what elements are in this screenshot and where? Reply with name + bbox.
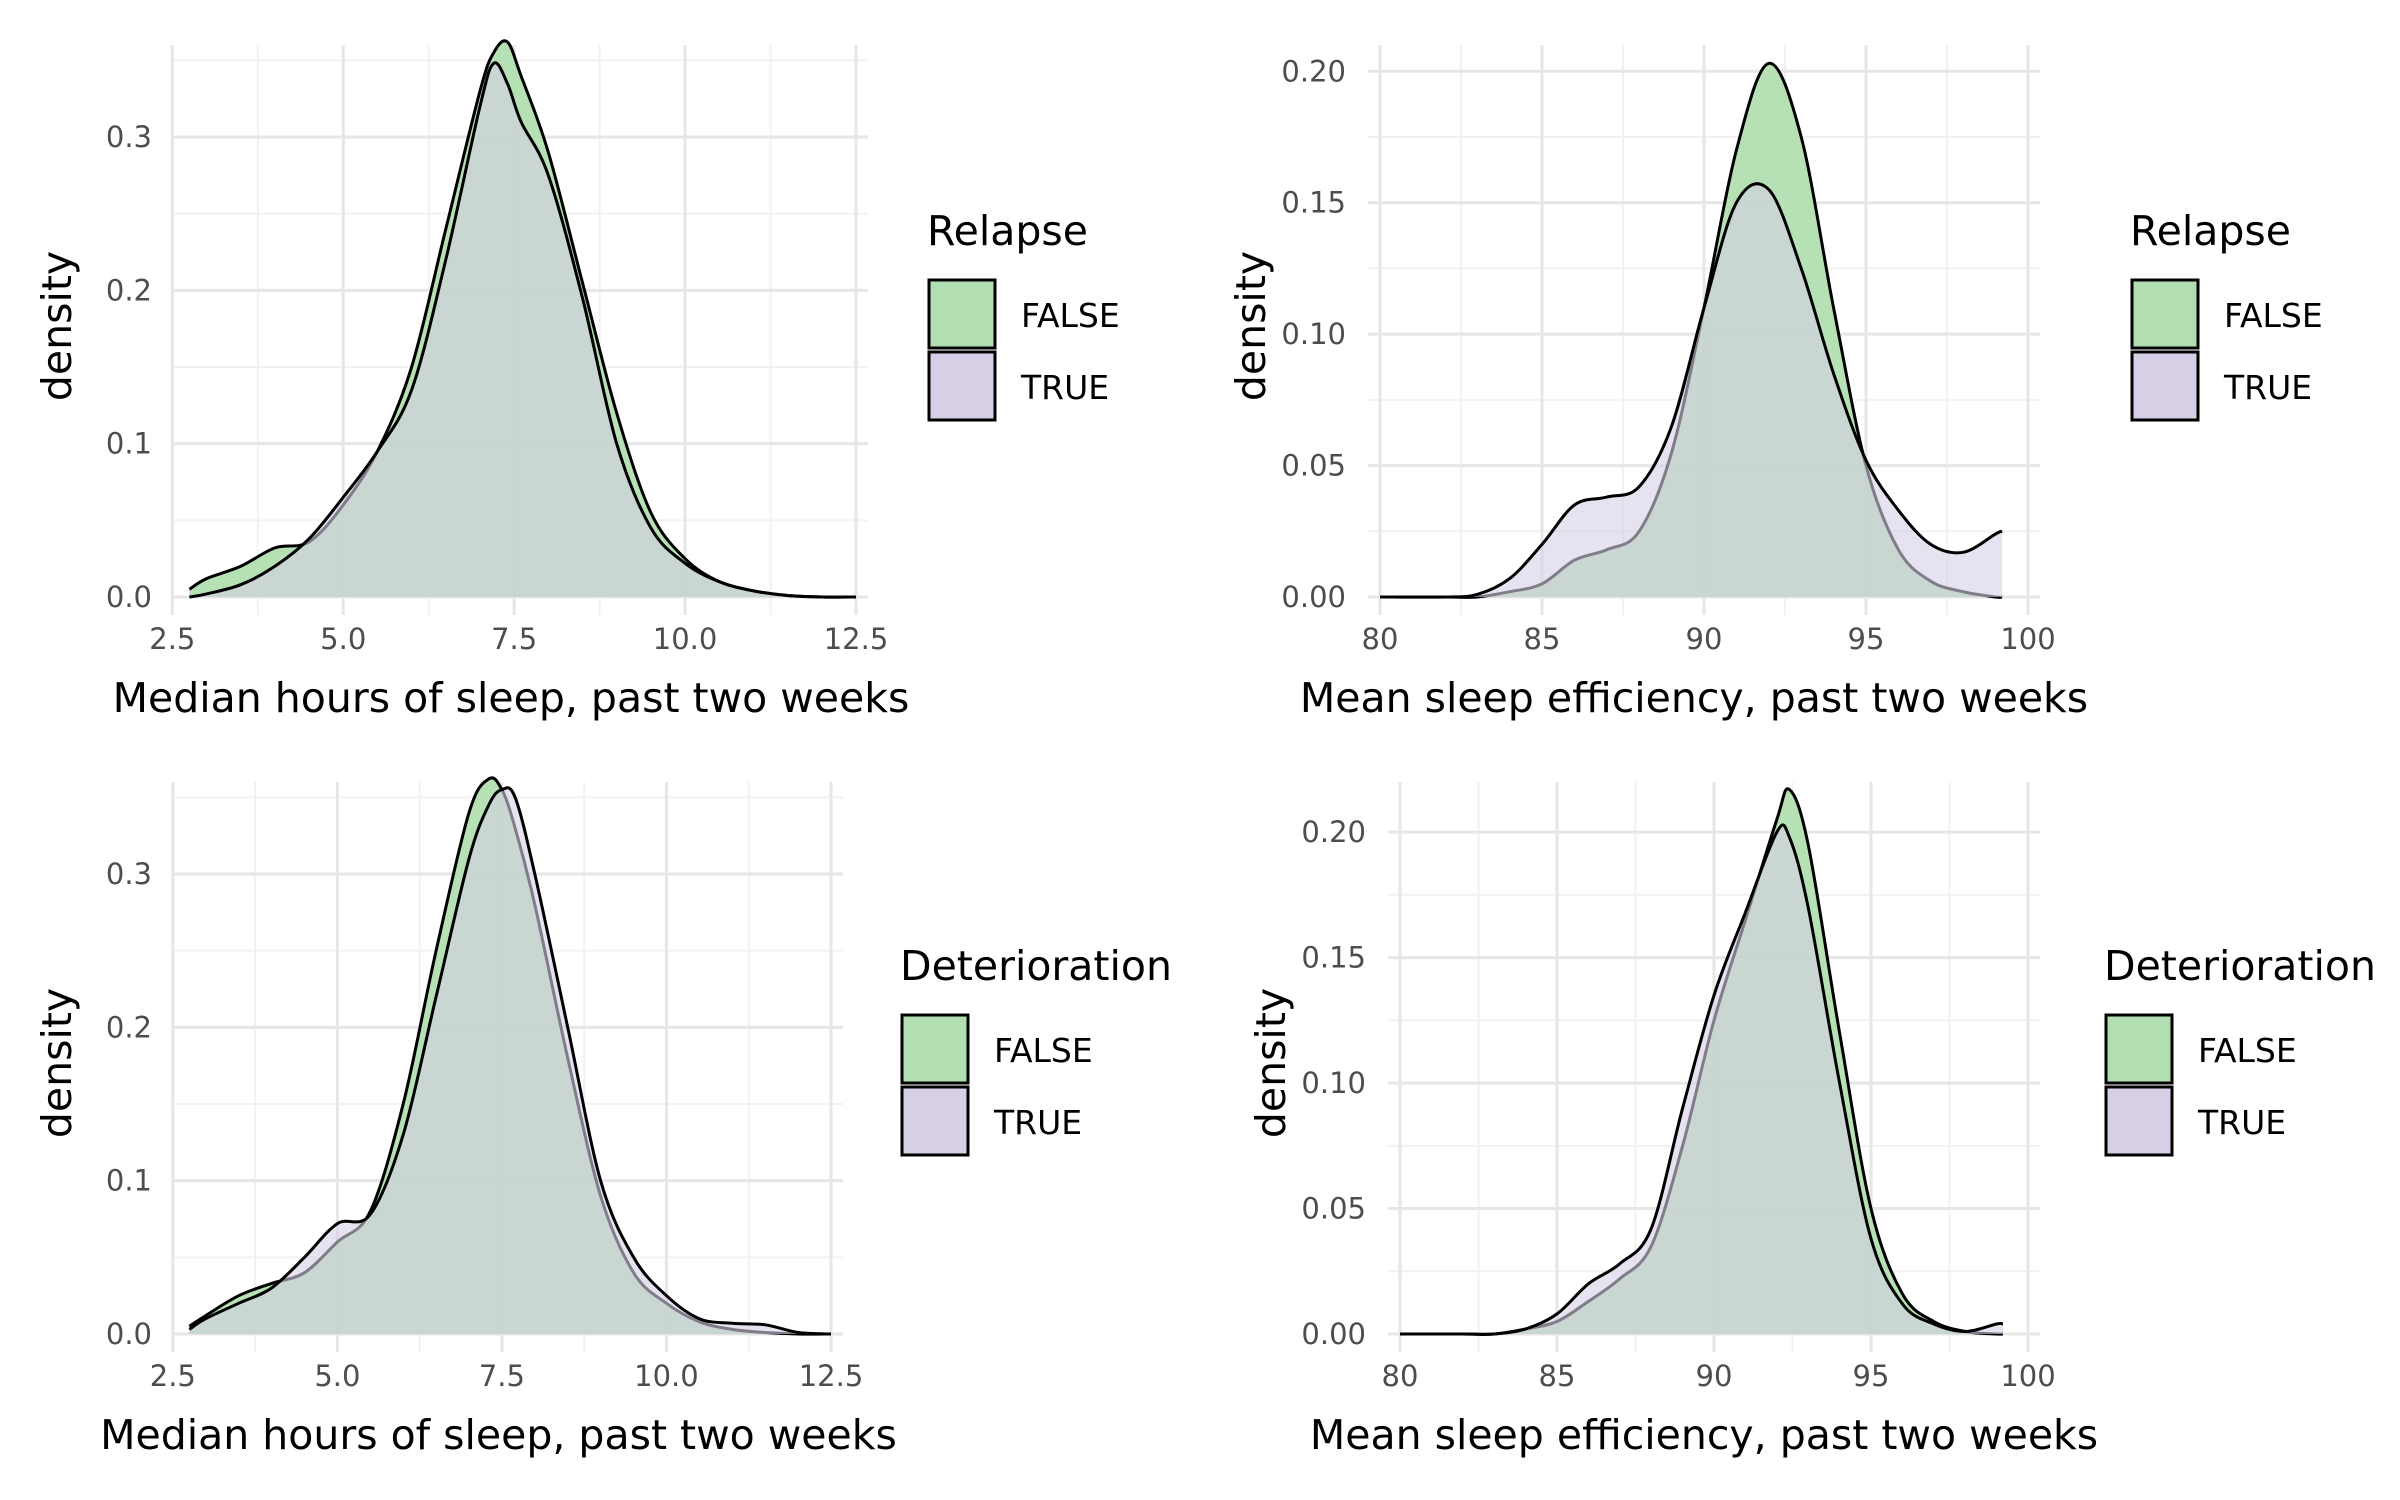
legend-key-true: [2130, 350, 2200, 422]
x-tick-label: 85: [1524, 622, 1561, 656]
x-tick-label: 2.5: [149, 622, 195, 656]
legend: Deterioration FALSE TRUE: [2104, 942, 2376, 1157]
legend-key-false: [2104, 1013, 2174, 1085]
density-area-true: [1380, 183, 2003, 598]
x-tick-label: 12.5: [824, 622, 889, 656]
y-axis-title: density: [1247, 988, 1295, 1138]
y-tick-label: 0.05: [1301, 1192, 1366, 1226]
x-tick-label: 10.0: [653, 622, 718, 656]
y-tick-label: 0.3: [106, 120, 152, 154]
legend-label-false: FALSE: [1021, 296, 1120, 335]
density-outline-true: [189, 61, 857, 599]
legend: Relapse FALSE TRUE: [927, 207, 1120, 422]
y-tick-label: 0.20: [1281, 54, 1346, 88]
panel-relapse-efficiency: 80 85 90 95 100 0.00 0.05 0.10 0.15 0.20 Mean sle…: [1227, 45, 2323, 722]
panel-relapse-hours: 2.5 5.0 7.5 10.0 12.5 0.0 0.1 0.2 0.3 Median hou…: [33, 39, 1120, 722]
legend-title: Deterioration: [2104, 942, 2376, 990]
y-tick-label: 0.15: [1281, 186, 1346, 220]
y-tick-label: 0.15: [1301, 941, 1366, 975]
legend-label-true: TRUE: [2223, 368, 2312, 407]
x-tick-label: 10.0: [634, 1359, 699, 1393]
y-tick-label: 0.0: [106, 1317, 152, 1351]
y-tick-label: 0.05: [1281, 449, 1346, 483]
legend: Deterioration FALSE TRUE: [900, 942, 1172, 1157]
legend-key-true: [927, 350, 997, 422]
legend-label-false: FALSE: [2224, 296, 2323, 335]
y-tick-label: 0.1: [106, 427, 152, 461]
legend-label-false: FALSE: [2198, 1031, 2297, 1070]
y-tick-label: 0.10: [1301, 1066, 1366, 1100]
y-tick-label: 0.2: [106, 1010, 152, 1044]
legend-key-true: [900, 1085, 970, 1157]
legend-label-true: TRUE: [1020, 368, 1109, 407]
legend-label-true: TRUE: [993, 1103, 1082, 1142]
x-axis-title: Median hours of sleep, past two weeks: [113, 674, 910, 722]
y-tick-label: 0.0: [106, 580, 152, 614]
x-tick-label: 12.5: [799, 1359, 864, 1393]
y-axis-title: density: [1227, 251, 1275, 401]
x-tick-label: 90: [1686, 622, 1723, 656]
x-tick-label: 80: [1382, 1359, 1419, 1393]
legend-key-true: [2104, 1085, 2174, 1157]
legend-key-false: [927, 278, 997, 350]
legend-title: Deterioration: [900, 942, 1172, 990]
y-tick-label: 0.00: [1301, 1317, 1366, 1351]
density-outline-true: [1379, 182, 2003, 599]
legend-key-false: [2130, 278, 2200, 350]
x-tick-label: 2.5: [150, 1359, 196, 1393]
panel-deterioration-hours: 2.5 5.0 7.5 10.0 12.5 0.0 0.1 0.2 0.3 Median hou…: [33, 776, 1172, 1459]
density-area-true: [189, 62, 856, 598]
x-axis-title: Mean sleep efficiency, past two weeks: [1300, 674, 2088, 722]
density-area-true: [1400, 824, 2003, 1335]
x-tick-label: 85: [1539, 1359, 1576, 1393]
panel-deterioration-efficiency: 80 85 90 95 100 0.00 0.05 0.10 0.15 0.20 Mean sle…: [1247, 782, 2376, 1459]
x-tick-label: 95: [1848, 622, 1885, 656]
y-tick-label: 0.00: [1281, 580, 1346, 614]
density-outline-true: [1399, 823, 2004, 1336]
x-tick-label: 7.5: [479, 1359, 525, 1393]
x-tick-label: 90: [1696, 1359, 1733, 1393]
x-tick-label: 100: [2000, 622, 2055, 656]
legend-label-true: TRUE: [2197, 1103, 2286, 1142]
x-tick-label: 5.0: [314, 1359, 360, 1393]
x-tick-label: 100: [2000, 1359, 2055, 1393]
x-axis-title: Mean sleep efficiency, past two weeks: [1310, 1411, 2098, 1459]
x-tick-label: 5.0: [320, 622, 366, 656]
y-tick-label: 0.20: [1301, 815, 1366, 849]
y-tick-label: 0.1: [106, 1164, 152, 1198]
y-axis-title: density: [33, 988, 81, 1138]
x-axis-title: Median hours of sleep, past two weeks: [100, 1411, 897, 1459]
legend-title: Relapse: [2130, 207, 2291, 255]
x-tick-label: 95: [1853, 1359, 1890, 1393]
legend-title: Relapse: [927, 207, 1088, 255]
density-area-true: [189, 787, 832, 1334]
y-tick-label: 0.10: [1281, 317, 1346, 351]
legend-key-false: [900, 1013, 970, 1085]
y-axis-title: density: [33, 251, 81, 401]
y-tick-label: 0.2: [106, 273, 152, 307]
legend-label-false: FALSE: [994, 1031, 1093, 1070]
density-outline-true: [188, 786, 832, 1336]
y-tick-label: 0.3: [106, 857, 152, 891]
legend: Relapse FALSE TRUE: [2130, 207, 2323, 422]
x-tick-label: 7.5: [491, 622, 537, 656]
x-tick-label: 80: [1362, 622, 1399, 656]
